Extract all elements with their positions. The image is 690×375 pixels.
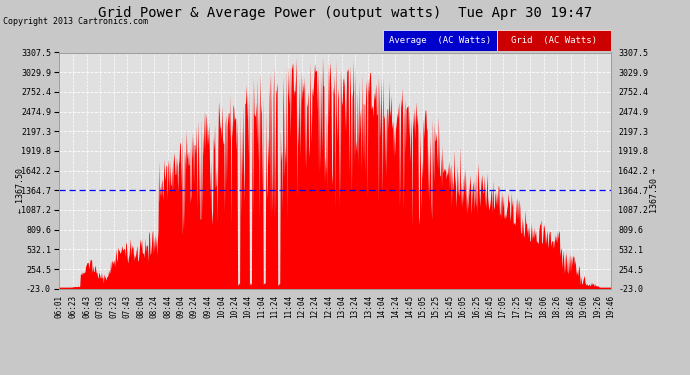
- Text: Copyright 2013 Cartronics.com: Copyright 2013 Cartronics.com: [3, 17, 148, 26]
- Bar: [497, 30, 611, 51]
- Text: Average  (AC Watts): Average (AC Watts): [388, 36, 491, 45]
- Bar: [383, 30, 497, 51]
- Text: Grid  (AC Watts): Grid (AC Watts): [511, 36, 597, 45]
- Text: Grid Power & Average Power (output watts)  Tue Apr 30 19:47: Grid Power & Average Power (output watts…: [98, 6, 592, 20]
- Text: ← 1367.50: ← 1367.50: [15, 168, 25, 213]
- Text: 1367.50 →: 1367.50 →: [650, 168, 660, 213]
